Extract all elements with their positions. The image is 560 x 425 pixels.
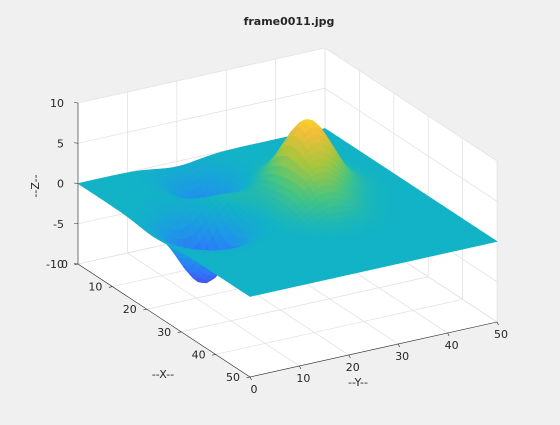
- x-tick-mark: [178, 332, 182, 333]
- y-tick-mark: [299, 366, 301, 369]
- y-tick-label: 20: [346, 361, 360, 374]
- x-tick-mark: [109, 287, 113, 288]
- y-tick-label: 30: [395, 350, 409, 363]
- y-tick-mark: [448, 333, 450, 336]
- z-tick-label: 0: [57, 178, 64, 191]
- y-tick-mark: [497, 322, 499, 325]
- y-tick-mark: [398, 344, 400, 347]
- z-tick-mark: [74, 183, 78, 184]
- z-tick-label: 10: [50, 97, 64, 110]
- y-tick-label: 0: [251, 383, 258, 396]
- z-tick-label: 5: [57, 137, 64, 150]
- x-axis-label: --X--: [152, 368, 174, 381]
- z-tick-mark: [74, 103, 78, 104]
- x-tick-mark: [212, 354, 216, 355]
- x-tick-label: 10: [88, 281, 102, 294]
- y-tick-mark: [250, 377, 252, 380]
- y-tick-label: 50: [494, 328, 508, 341]
- y-tick-label: 10: [296, 372, 310, 385]
- x-tick-label: 30: [157, 326, 171, 339]
- x-tick-label: 20: [123, 303, 137, 316]
- y-tick-mark: [349, 355, 351, 358]
- y-tick-label: 40: [445, 339, 459, 352]
- z-tick-mark: [74, 264, 78, 265]
- x-tick-label: 50: [226, 371, 240, 384]
- x-tick-label: 40: [192, 348, 206, 361]
- z-axis-label: --Z--: [29, 174, 42, 197]
- z-tick-label: -5: [53, 218, 64, 231]
- z-tick-mark: [74, 223, 78, 224]
- y-axis-label: --Y--: [348, 376, 368, 389]
- chart-title: frame0011.jpg: [244, 15, 335, 28]
- z-tick-label: -10: [46, 258, 64, 271]
- z-tick-mark: [74, 143, 78, 144]
- x-tick-mark: [247, 377, 251, 378]
- x-tick-mark: [143, 309, 147, 310]
